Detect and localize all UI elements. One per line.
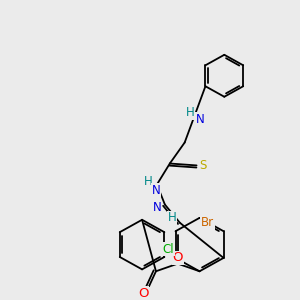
Text: H: H xyxy=(167,212,176,224)
Text: N: N xyxy=(196,113,204,126)
Text: S: S xyxy=(199,159,206,172)
Text: H: H xyxy=(186,106,194,119)
Text: Cl: Cl xyxy=(163,243,174,256)
Text: N: N xyxy=(153,201,161,214)
Text: O: O xyxy=(172,251,183,264)
Text: H: H xyxy=(144,175,152,188)
Text: N: N xyxy=(152,184,160,197)
Text: Br: Br xyxy=(201,216,214,229)
Text: O: O xyxy=(138,287,148,300)
